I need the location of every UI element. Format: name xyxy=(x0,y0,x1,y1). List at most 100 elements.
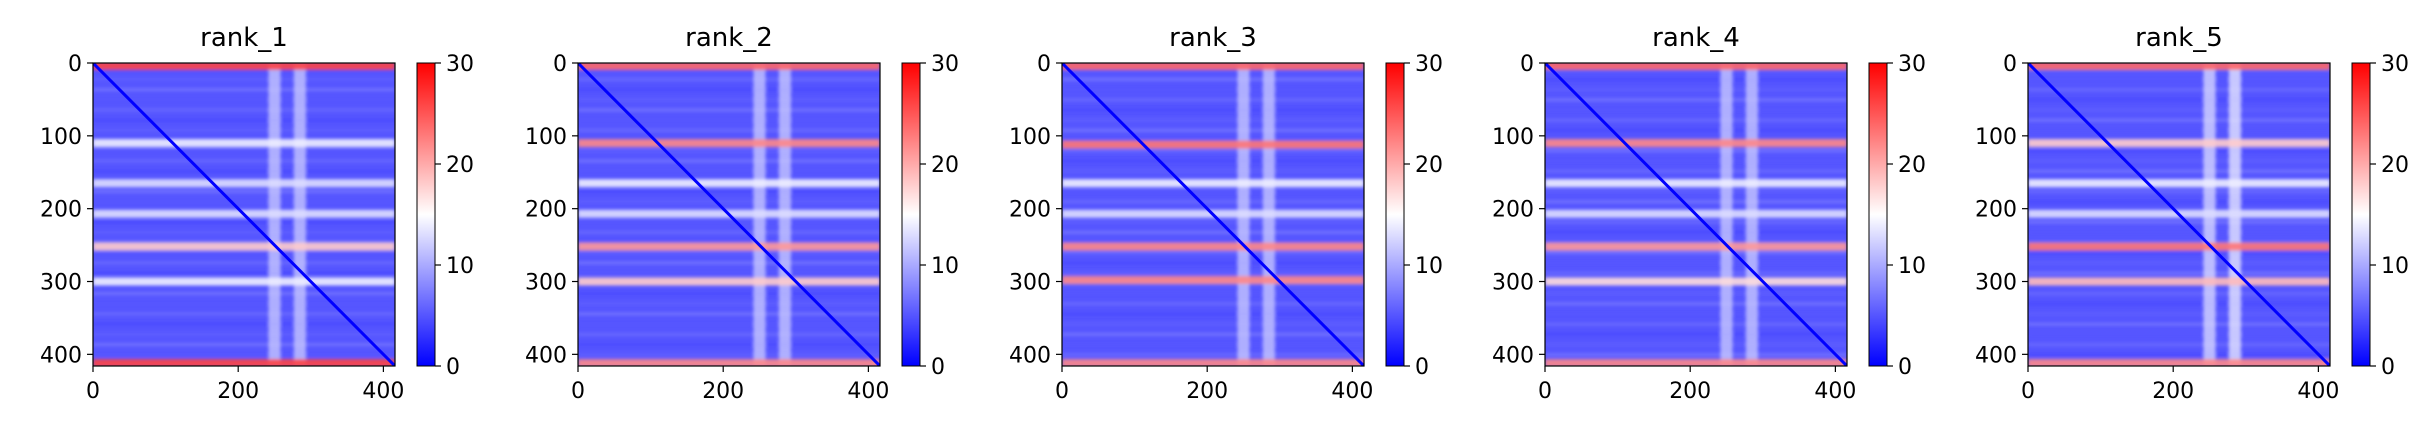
plot-frame xyxy=(1061,62,1365,367)
heatmap-stripe-y xyxy=(1545,359,1847,366)
heatmap-stripe-y xyxy=(1062,242,1364,251)
colorbar-tick-label: 20 xyxy=(1415,153,1443,178)
y-tick-label: 400 xyxy=(40,343,82,368)
heatmap-diagonal xyxy=(93,63,395,366)
texture-row xyxy=(93,118,395,122)
heatmap-stripe-y xyxy=(1545,277,1847,286)
texture-row xyxy=(578,261,880,265)
colorbar-tick-label: 20 xyxy=(446,153,474,178)
x-tick-label: 400 xyxy=(2297,379,2339,404)
texture-row xyxy=(2028,312,2330,316)
colorbar xyxy=(2351,62,2371,367)
texture-row xyxy=(578,301,880,306)
texture-row xyxy=(1545,148,1847,153)
texture-row xyxy=(93,148,395,153)
heatmap-stripe-y xyxy=(1062,276,1364,285)
heatmap-stripe-y xyxy=(578,179,880,188)
texture-row xyxy=(93,97,395,102)
texture-row xyxy=(2028,220,2330,224)
heatmap-diagonal xyxy=(1062,63,1364,366)
texture-row xyxy=(1545,352,1847,357)
texture-row xyxy=(2028,87,2330,92)
colorbar-tick-label: 10 xyxy=(2381,254,2409,279)
texture-row xyxy=(93,220,395,224)
texture-row xyxy=(1062,189,1364,194)
texture-row xyxy=(93,312,395,316)
texture-row xyxy=(578,240,880,245)
x-tick-label: 0 xyxy=(2021,379,2035,404)
colorbar-tick-label: 20 xyxy=(2381,153,2409,178)
texture-row xyxy=(578,312,880,316)
y-tick-label: 400 xyxy=(525,343,567,368)
texture-row xyxy=(2028,230,2330,235)
texture-row xyxy=(1545,322,1847,326)
texture-row xyxy=(2028,261,2330,265)
texture-row xyxy=(93,199,395,204)
texture-row xyxy=(578,118,880,122)
texture-row xyxy=(2028,240,2330,245)
x-tick-label: 400 xyxy=(847,379,889,404)
texture-row xyxy=(578,77,880,82)
y-tick-label: 0 xyxy=(68,52,82,77)
texture-row xyxy=(1062,220,1364,224)
texture-row xyxy=(1062,261,1364,265)
texture-row xyxy=(1062,322,1364,326)
texture-row xyxy=(578,250,880,255)
texture-row xyxy=(578,220,880,224)
texture-row xyxy=(1062,108,1364,112)
heatmap-stripe-y xyxy=(93,63,395,70)
texture-row xyxy=(2028,250,2330,255)
colorbar-tick-label: 0 xyxy=(1415,355,1429,380)
texture-row xyxy=(2028,169,2330,173)
texture-row xyxy=(93,342,395,347)
texture-row xyxy=(1545,291,1847,296)
texture-row xyxy=(93,250,395,255)
colorbar-tick-label: 20 xyxy=(931,153,959,178)
texture-row xyxy=(1545,189,1847,194)
y-tick-label: 0 xyxy=(2003,52,2017,77)
y-tick-label: 400 xyxy=(1009,343,1051,368)
y-tick-label: 0 xyxy=(1037,52,1051,77)
texture-row xyxy=(2028,159,2330,163)
texture-row xyxy=(1062,230,1364,235)
texture-row xyxy=(1062,159,1364,163)
texture-row xyxy=(1062,352,1364,357)
x-tick-label: 400 xyxy=(1814,379,1856,404)
heatmap-stripe-y xyxy=(93,277,395,286)
texture-row xyxy=(1545,240,1847,245)
texture-row xyxy=(93,301,395,306)
texture-row xyxy=(1062,169,1364,173)
colorbar-tick-label: 0 xyxy=(931,355,945,380)
heatmap-diagonal xyxy=(2028,63,2330,366)
texture-row xyxy=(1545,159,1847,163)
x-tick-label: 0 xyxy=(1055,379,1069,404)
x-tick-label: 200 xyxy=(2152,379,2194,404)
texture-row xyxy=(1545,250,1847,255)
texture-row xyxy=(2028,118,2330,122)
y-tick-label: 100 xyxy=(525,125,567,150)
texture-row xyxy=(578,342,880,347)
texture-row xyxy=(1062,250,1364,255)
texture-row xyxy=(578,322,880,326)
x-tick-label: 0 xyxy=(86,379,100,404)
texture-row xyxy=(1062,312,1364,316)
texture-row xyxy=(1545,312,1847,316)
x-tick-label: 200 xyxy=(702,379,744,404)
colorbar-tick-label: 10 xyxy=(446,254,474,279)
colorbar xyxy=(901,62,921,367)
heatmap-stripe-y xyxy=(2028,277,2330,286)
colorbar-tick-label: 0 xyxy=(2381,355,2395,380)
y-tick-label: 400 xyxy=(1492,343,1534,368)
heatmap-stripe-y xyxy=(93,179,395,188)
plot-frame xyxy=(1544,62,1848,367)
texture-row xyxy=(578,169,880,173)
texture-row xyxy=(93,230,395,235)
heatmap-stripe-y xyxy=(1062,179,1364,188)
texture-row xyxy=(578,108,880,112)
texture-row xyxy=(1062,199,1364,204)
texture-row xyxy=(1062,77,1364,82)
texture-row xyxy=(2028,97,2330,102)
x-tick-label: 200 xyxy=(217,379,259,404)
texture-row xyxy=(1545,169,1847,173)
